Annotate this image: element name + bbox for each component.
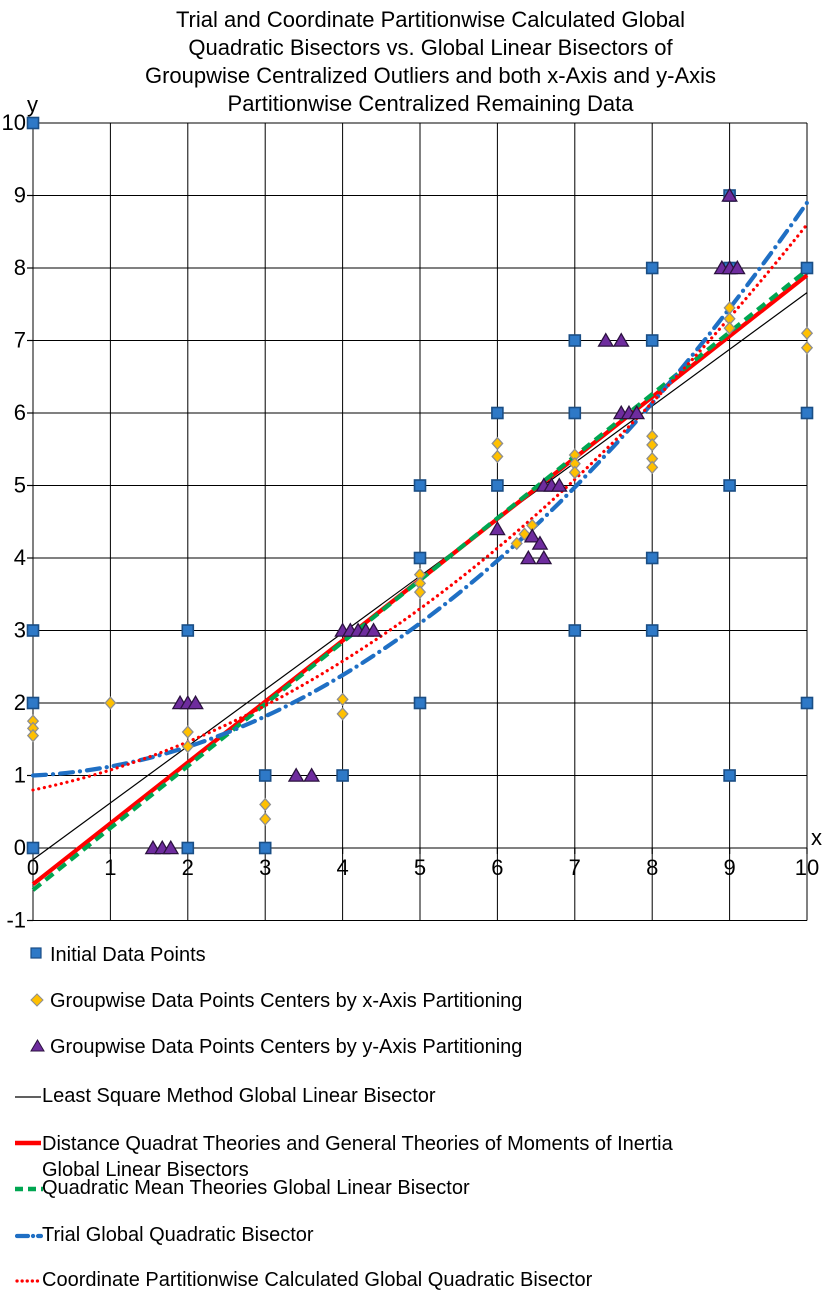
svg-text:1: 1	[14, 763, 26, 788]
svg-text:5: 5	[14, 473, 26, 498]
x-tick-labels: 0 1 2 3 4 5 6 7 8 9 10	[27, 855, 819, 880]
legend-label-line-2: Global Linear Bisectors	[42, 1159, 249, 1181]
svg-text:3: 3	[14, 618, 26, 643]
green-dashed-line-icon	[15, 1186, 43, 1192]
red-dotted-line-icon	[15, 1279, 43, 1283]
svg-text:-1: -1	[6, 908, 26, 933]
legend-item-quadratic-mean-bisector: Quadratic Mean Theories Global Linear Bi…	[0, 1177, 831, 1211]
svg-text:10: 10	[795, 855, 819, 880]
legend-label-line-1: Distance Quadrat Theories and General Th…	[42, 1133, 673, 1155]
svg-text:1: 1	[104, 855, 116, 880]
y-axis-label: y	[27, 92, 38, 117]
legend-item-x-axis-centers: Groupwise Data Points Centers by x-Axis …	[0, 990, 831, 1024]
svg-text:4: 4	[336, 855, 348, 880]
svg-text:6: 6	[14, 400, 26, 425]
scatter-series-0	[26, 116, 814, 855]
legend-item-initial-data-points: Initial Data Points	[0, 944, 831, 978]
x-axis-label: x	[811, 825, 822, 850]
legend-label: Trial Global Quadratic Bisector	[42, 1224, 314, 1246]
legend-label: Groupwise Data Points Centers by y-Axis …	[50, 1036, 523, 1058]
line-series-4	[31, 222, 809, 792]
svg-text:5: 5	[414, 855, 426, 880]
legend-item-y-axis-centers: Groupwise Data Points Centers by y-Axis …	[0, 1036, 831, 1070]
svg-text:6: 6	[491, 855, 503, 880]
legend-item-coordinate-partitionwise-bisector: Coordinate Partitionwise Calculated Glob…	[0, 1269, 831, 1297]
svg-text:7: 7	[14, 328, 26, 353]
line-series-3	[30, 200, 810, 778]
svg-text:0: 0	[27, 855, 39, 880]
legend-label: Quadratic Mean Theories Global Linear Bi…	[42, 1177, 470, 1199]
legend-label: Groupwise Data Points Centers by x-Axis …	[50, 990, 523, 1012]
legend-item-least-square-bisector: Least Square Method Global Linear Bisect…	[0, 1085, 831, 1119]
legend-item-trial-quadratic-bisector: Trial Global Quadratic Bisector	[0, 1224, 831, 1258]
line-series-2	[31, 268, 809, 892]
svg-text:7: 7	[569, 855, 581, 880]
legend-label: Least Square Method Global Linear Bisect…	[42, 1085, 436, 1107]
purple-triangle-marker-icon	[30, 1039, 45, 1052]
svg-text:2: 2	[182, 855, 194, 880]
svg-text:8: 8	[646, 855, 658, 880]
svg-text:10: 10	[2, 110, 26, 135]
scatter-series-2	[144, 187, 746, 855]
svg-text:4: 4	[14, 545, 26, 570]
svg-text:0: 0	[14, 835, 26, 860]
scatter-series-1	[26, 301, 814, 826]
gridlines	[32, 122, 808, 921]
thick-red-line-icon	[15, 1140, 41, 1146]
chart-title-line-3: Groupwise Centralized Outliers and both …	[144, 63, 717, 88]
chart-title-line-1: Trial and Coordinate Partitionwise Calcu…	[175, 7, 686, 32]
legend-item-distance-quadrat-bisector: Distance Quadrat Theories and General Th…	[0, 1131, 831, 1181]
chart-title-line-4: Partitionwise Centralized Remaining Data	[227, 91, 634, 116]
legend-label: Coordinate Partitionwise Calculated Glob…	[42, 1269, 593, 1291]
svg-text:3: 3	[259, 855, 271, 880]
axis-ticks	[27, 122, 808, 922]
chart-title-line-2: Quadratic Bisectors vs. Global Linear Bi…	[188, 35, 673, 60]
legend-label: Distance Quadrat Theories and General Th…	[42, 1131, 673, 1183]
legend-label: Initial Data Points	[50, 944, 206, 966]
svg-text:8: 8	[14, 255, 26, 280]
svg-text:2: 2	[14, 690, 26, 715]
blue-dash-dot-line-icon	[15, 1233, 43, 1239]
svg-text:9: 9	[14, 183, 26, 208]
orange-diamond-marker-icon	[30, 993, 44, 1007]
svg-text:9: 9	[723, 855, 735, 880]
chart-title: Trial and Coordinate Partitionwise Calcu…	[30, 6, 831, 118]
thin-black-line-icon	[15, 1096, 41, 1098]
blue-square-marker-icon	[30, 947, 42, 959]
